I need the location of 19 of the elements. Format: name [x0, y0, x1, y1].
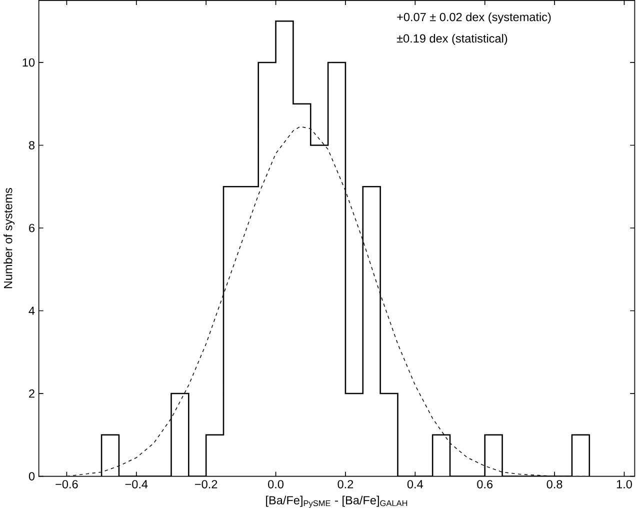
x-tick-label: 0.0 — [268, 480, 284, 488]
y-tick-label: 10 — [22, 58, 35, 66]
x-tick-label: −0.4 — [125, 480, 148, 488]
y-tick-label: 2 — [29, 389, 34, 398]
y-tick-label: 8 — [28, 140, 35, 150]
x-tick-label: 1.0 — [616, 480, 632, 488]
x-tick-label: 0.6 — [477, 480, 493, 488]
x-tick-label: −0.2 — [195, 480, 218, 488]
y-tick-label: 4 — [28, 306, 35, 315]
annotation: +0.07 ± 0.02 dex (systematic) — [397, 12, 551, 24]
annotation: ±0.19 dex (statistical) — [396, 34, 508, 45]
y-axis-title: Number of systems — [4, 188, 15, 288]
x-tick-label: −0.6 — [56, 480, 78, 488]
x-tick-label: 0.2 — [338, 480, 354, 488]
x-tick-label: 0.8 — [546, 480, 562, 488]
y-tick-label: 6 — [29, 224, 35, 232]
x-tick-label: 0.4 — [407, 480, 423, 488]
y-tick-label: 0 — [28, 472, 35, 480]
x-axis-title: [Ba/Fe]$_{PySME}$ - [Ba/Fe]$_{GALAH}$ — [266, 496, 408, 508]
